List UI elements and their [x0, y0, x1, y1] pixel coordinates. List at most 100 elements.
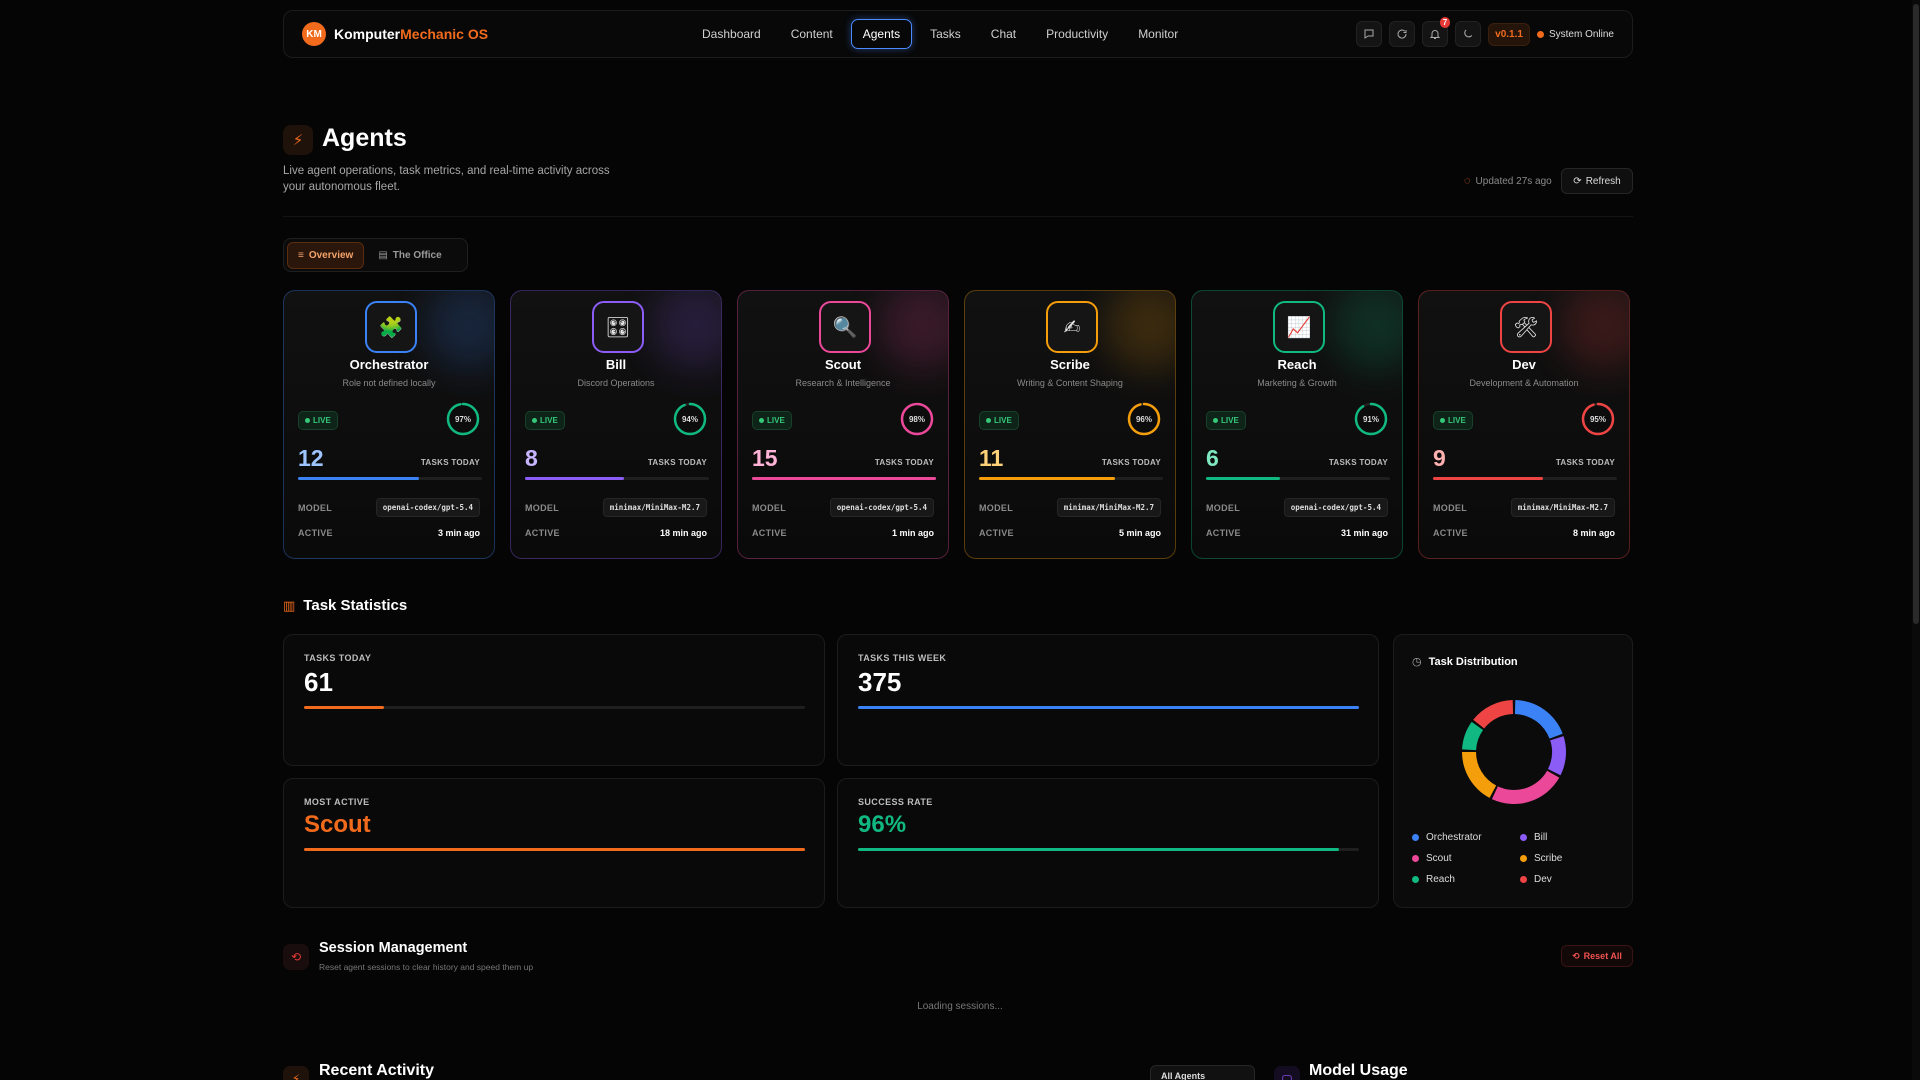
brand-logo: KM: [302, 22, 326, 46]
stat-label: TASKS THIS WEEK: [858, 653, 947, 663]
health-ring-arc: [1354, 402, 1388, 436]
live-badge: LIVE: [525, 411, 565, 430]
brand-accent: Mechanic OS: [400, 26, 489, 42]
model-chip: minimax/MiniMax-M2.7: [602, 498, 707, 517]
task-distribution-card: ◷ Task Distribution Orchestrator Bill Scou…: [1393, 634, 1633, 908]
agent-avatar-icon: 🧩: [365, 301, 417, 353]
legend-item-scout: Scout: [1412, 853, 1520, 864]
nav-tasks[interactable]: Tasks: [930, 27, 961, 41]
agent-role: Discord Operations: [577, 378, 655, 388]
chat-icon[interactable]: [1356, 21, 1383, 47]
health-percent: 91%: [1362, 414, 1379, 424]
donut-slice-reach[interactable]: [1462, 721, 1484, 751]
stat-tasks-this-week: TASKS THIS WEEK 375: [837, 634, 1379, 766]
agent-name: Scout: [824, 357, 862, 372]
last-active-time: 1 min ago: [891, 528, 934, 538]
tasks-today-count: 6: [1206, 445, 1219, 471]
nav-content[interactable]: Content: [790, 27, 833, 41]
live-dot: [1213, 418, 1218, 423]
reset-all-button[interactable]: ⟲ Reset All: [1561, 945, 1633, 967]
nav-monitor[interactable]: Monitor: [1138, 27, 1179, 41]
agent-filter-select[interactable]: All Agents: [1150, 1065, 1255, 1080]
moon-icon[interactable]: [1455, 21, 1482, 47]
health-percent: 95%: [1589, 414, 1606, 424]
status-dot: [1536, 30, 1544, 38]
stat-value: 96%: [858, 811, 907, 838]
bolt-icon: ⚡: [283, 125, 313, 155]
page-scrollbar[interactable]: [1912, 0, 1920, 1080]
tasks-today-label: TASKS TODAY: [1555, 458, 1615, 467]
building-icon: ▤: [378, 249, 388, 261]
stat-label: SUCCESS RATE: [858, 797, 933, 807]
agent-card-scout[interactable]: 🔍 Scout Research & Intelligence LIVE 98%…: [737, 290, 949, 559]
sessions-loading: Loading sessions...: [917, 1001, 1003, 1012]
agent-card-scribe[interactable]: ✍ Scribe Writing & Content Shaping LIVE …: [964, 290, 1176, 559]
agent-card-dev[interactable]: 🛠 Dev Development & Automation LIVE 95% …: [1418, 290, 1630, 559]
stat-progress-track: [304, 848, 805, 851]
brand[interactable]: KM KomputerMechanic OS: [302, 22, 488, 46]
nav-productivity[interactable]: Productivity: [1046, 27, 1109, 41]
tasks-today-label: TASKS TODAY: [1101, 458, 1161, 467]
sync-icon[interactable]: [1389, 21, 1416, 47]
tasks-progress-track: [979, 477, 1163, 480]
tab-office-label: The Office: [392, 249, 442, 261]
view-tabs: ≡ Overview ▤ The Office: [283, 238, 468, 272]
health-ring: [900, 402, 934, 436]
legend-item-dev: Dev: [1520, 874, 1620, 885]
bell-icon[interactable]: 7: [1422, 17, 1451, 47]
agent-role: Marketing & Growth: [1257, 378, 1337, 388]
agent-avatar-icon: 📈: [1273, 301, 1325, 353]
donut-slice-bill[interactable]: [1547, 736, 1566, 776]
donut-slice-dev[interactable]: [1473, 700, 1514, 729]
agent-card-bill[interactable]: 🎛 Bill Discord Operations LIVE 94% 8 TAS…: [510, 290, 722, 559]
legend-dot: [1412, 834, 1419, 841]
legend-dot: [1520, 855, 1527, 862]
legend-dot: [1412, 855, 1419, 862]
version-badge: v0.1.1: [1488, 22, 1530, 46]
refresh-label: Refresh: [1585, 175, 1621, 187]
live-badge: LIVE: [1433, 411, 1473, 430]
agent-name: Orchestrator: [349, 357, 429, 372]
legend-label: Reach: [1426, 874, 1455, 885]
last-active-time: 8 min ago: [1572, 528, 1615, 538]
active-label: ACTIVE: [979, 528, 1014, 538]
health-percent: 98%: [908, 414, 925, 424]
stat-success-rate: SUCCESS RATE 96%: [837, 778, 1379, 908]
active-label: ACTIVE: [752, 528, 787, 538]
tasks-today-label: TASKS TODAY: [647, 458, 707, 467]
tab-the-office[interactable]: ▤ The Office: [368, 243, 451, 268]
tasks-progress-track: [1206, 477, 1390, 480]
tasks-today-label: TASKS TODAY: [874, 458, 934, 467]
agent-name: Scribe: [1050, 357, 1090, 372]
tasks-progress-fill: [979, 477, 1116, 480]
refresh-button[interactable]: ⟳ Refresh: [1561, 168, 1633, 194]
donut-slice-scout[interactable]: [1491, 770, 1560, 804]
agent-card-orchestrator[interactable]: 🧩 Orchestrator Role not defined locally …: [283, 290, 495, 559]
list-icon: ≡: [298, 249, 304, 261]
agent-name: Bill: [605, 357, 627, 372]
scrollbar-thumb[interactable]: [1913, 4, 1919, 624]
donut-slice-scribe[interactable]: [1462, 751, 1497, 798]
donut-slice-orchestrator[interactable]: [1514, 700, 1563, 739]
system-status: System Online: [1536, 28, 1614, 40]
status-text: System Online: [1548, 28, 1614, 40]
updated-text: Updated 27s ago: [1475, 175, 1552, 187]
legend-label: Bill: [1534, 832, 1548, 843]
stat-progress-fill: [304, 848, 805, 851]
tab-overview[interactable]: ≡ Overview: [287, 241, 365, 269]
agent-card-reach[interactable]: 📈 Reach Marketing & Growth LIVE 91% 6 TA…: [1191, 290, 1403, 559]
live-label: LIVE: [767, 416, 785, 425]
tasks-today-label: TASKS TODAY: [1328, 458, 1388, 467]
legend-dot: [1412, 876, 1419, 883]
health-ring-arc: [1581, 402, 1615, 436]
health-percent: 94%: [681, 414, 698, 424]
agent-avatar-icon: ✍: [1046, 301, 1098, 353]
model-chip: openai-codex/gpt-5.4: [1283, 498, 1388, 517]
task-statistics-title: Task Statistics: [303, 597, 408, 614]
nav-dashboard[interactable]: Dashboard: [702, 27, 761, 41]
agent-role: Research & Intelligence: [795, 378, 891, 388]
nav-chat[interactable]: Chat: [990, 27, 1017, 41]
agent-avatar-icon: 🔍: [819, 301, 871, 353]
nav-agents[interactable]: Agents: [850, 19, 913, 49]
legend-item-scribe: Scribe: [1520, 853, 1620, 864]
